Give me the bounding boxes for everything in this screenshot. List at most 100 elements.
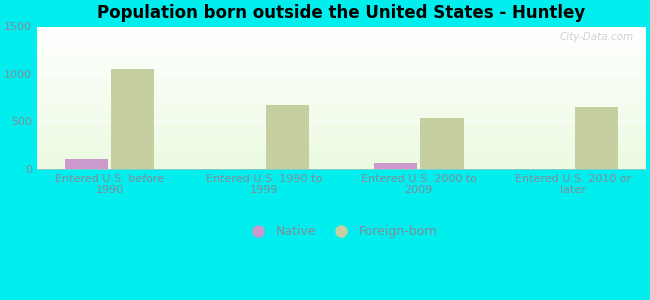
Bar — [65, 159, 108, 169]
Bar — [37, 156, 646, 157]
Bar — [37, 91, 646, 92]
Bar — [37, 138, 646, 139]
Bar — [37, 49, 646, 50]
Bar — [37, 37, 646, 38]
Bar — [37, 158, 646, 159]
Bar — [37, 130, 646, 131]
Bar — [37, 70, 646, 71]
Bar — [37, 93, 646, 94]
Bar — [37, 103, 646, 104]
Bar — [37, 123, 646, 124]
Bar — [37, 69, 646, 70]
Bar — [37, 86, 646, 87]
Bar — [37, 96, 646, 97]
Bar — [37, 100, 646, 101]
Bar — [37, 165, 646, 166]
Bar — [37, 62, 646, 63]
Bar — [37, 48, 646, 49]
Bar — [37, 131, 646, 132]
Bar — [37, 109, 646, 110]
Bar — [37, 88, 646, 89]
Bar — [37, 32, 646, 33]
Bar — [37, 105, 646, 106]
Bar — [37, 163, 646, 164]
Bar — [37, 125, 646, 126]
Bar — [37, 128, 646, 129]
Bar — [37, 46, 646, 47]
Bar — [37, 42, 646, 43]
Bar — [37, 127, 646, 128]
Bar — [37, 92, 646, 93]
Bar — [37, 95, 646, 96]
Bar — [37, 76, 646, 77]
Bar — [37, 81, 646, 82]
Bar — [37, 52, 646, 53]
Bar — [37, 108, 646, 109]
Bar — [37, 152, 646, 153]
Bar — [37, 36, 646, 37]
Bar — [37, 35, 646, 36]
Bar — [37, 68, 646, 69]
Bar — [37, 73, 646, 74]
Bar — [37, 151, 646, 152]
Bar — [37, 106, 646, 107]
Bar — [37, 47, 646, 48]
Bar — [37, 154, 646, 155]
Bar — [37, 135, 646, 136]
Bar — [37, 137, 646, 138]
Bar — [37, 116, 646, 117]
Bar — [37, 160, 646, 161]
Bar — [37, 112, 646, 113]
Bar — [37, 146, 646, 147]
Bar — [37, 118, 646, 119]
Bar — [37, 79, 646, 80]
Bar — [37, 150, 646, 151]
Bar — [37, 60, 646, 61]
Bar — [37, 63, 646, 64]
Bar — [37, 159, 646, 160]
Bar — [37, 72, 646, 73]
Bar — [37, 83, 646, 84]
Bar — [37, 122, 646, 123]
Bar — [37, 67, 646, 68]
Bar — [37, 149, 646, 150]
Bar — [37, 80, 646, 81]
Bar — [37, 157, 646, 158]
Bar — [37, 97, 646, 98]
Bar — [266, 105, 309, 169]
Bar — [37, 140, 646, 141]
Bar — [421, 118, 463, 169]
Bar — [37, 89, 646, 90]
Bar — [37, 102, 646, 103]
Bar — [37, 75, 646, 76]
Bar — [37, 155, 646, 156]
Text: City-Data.com: City-Data.com — [560, 32, 634, 42]
Bar — [37, 58, 646, 59]
Bar — [37, 114, 646, 115]
Bar — [37, 78, 646, 79]
Bar — [37, 51, 646, 52]
Bar — [37, 31, 646, 32]
Bar — [37, 34, 646, 35]
Bar — [37, 33, 646, 34]
Bar — [37, 61, 646, 62]
Bar — [37, 107, 646, 108]
Bar — [37, 147, 646, 148]
Bar — [37, 121, 646, 122]
Bar — [37, 129, 646, 130]
Bar — [37, 120, 646, 121]
Bar — [37, 82, 646, 83]
Bar — [37, 39, 646, 40]
Bar — [37, 162, 646, 163]
Bar — [37, 132, 646, 133]
Bar — [37, 41, 646, 42]
Bar — [37, 119, 646, 120]
Bar — [37, 85, 646, 86]
Bar — [37, 104, 646, 105]
Bar — [37, 124, 646, 125]
Bar — [37, 142, 646, 143]
Bar — [37, 94, 646, 95]
Bar — [37, 161, 646, 162]
Bar — [37, 126, 646, 127]
Bar — [37, 115, 646, 116]
